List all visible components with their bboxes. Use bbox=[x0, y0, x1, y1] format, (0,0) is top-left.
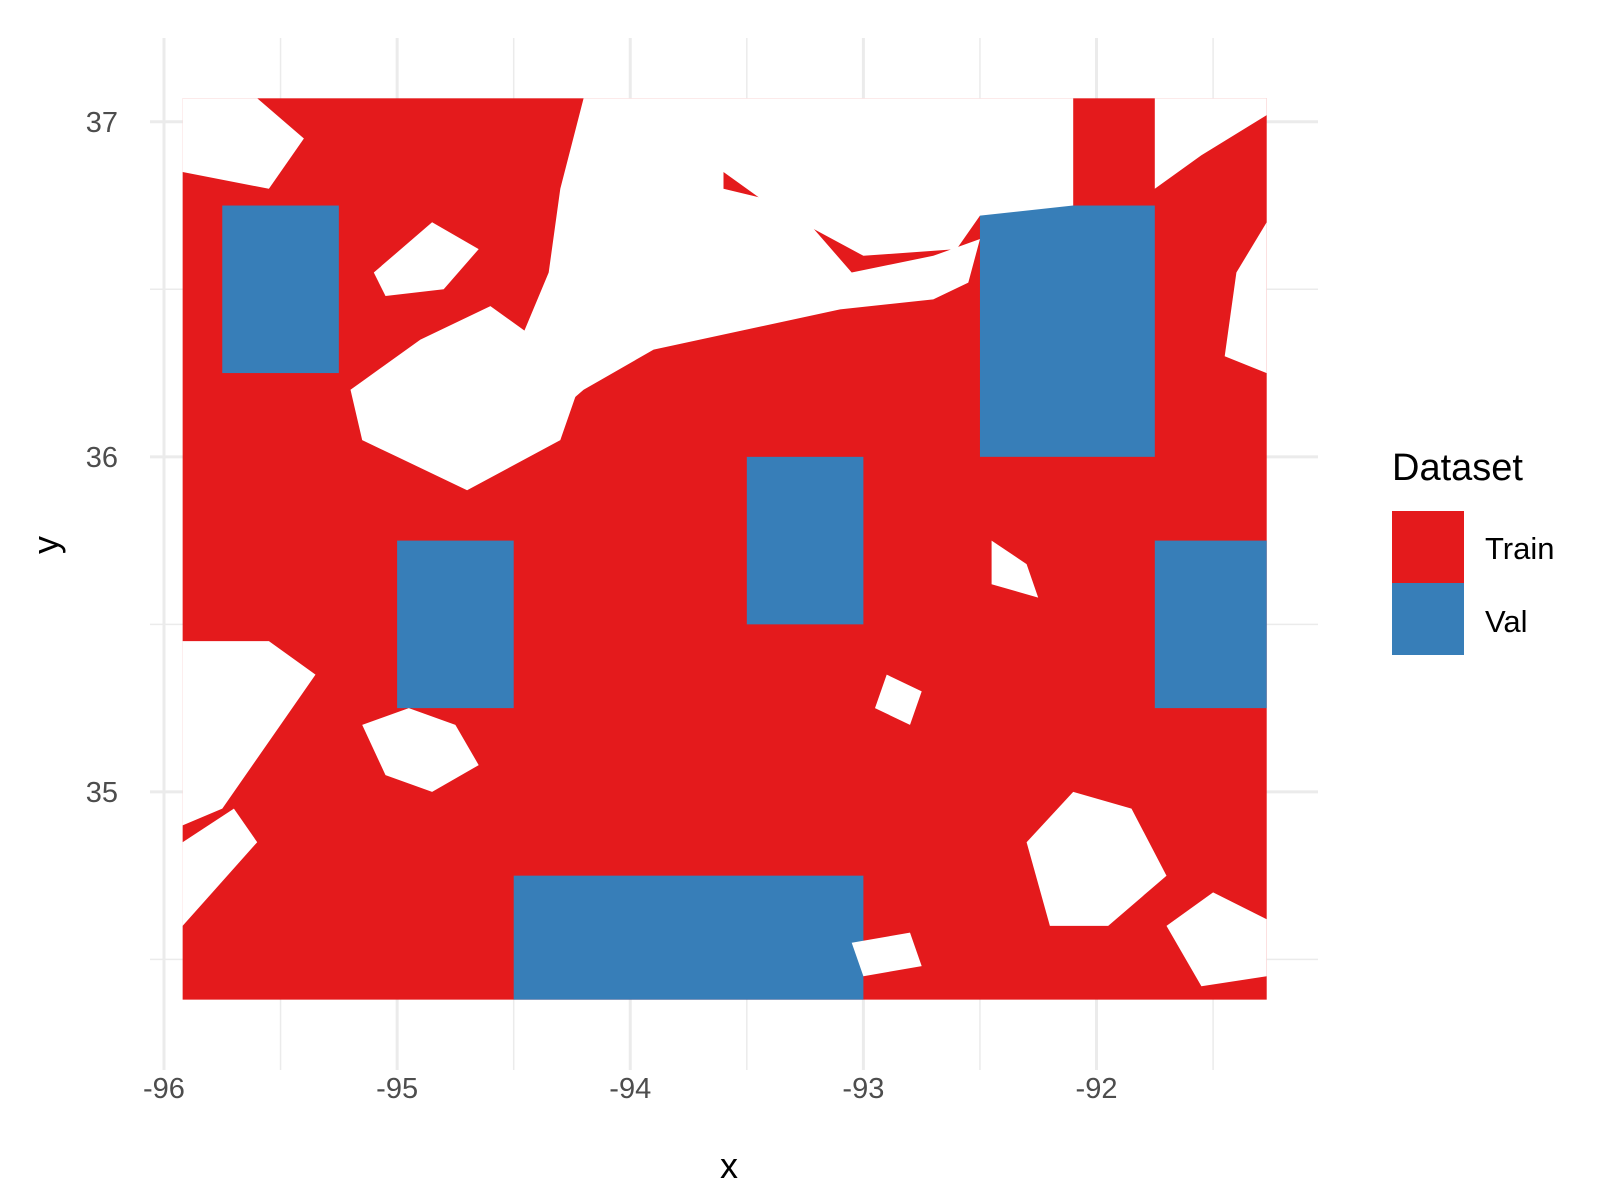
y-axis-title: y bbox=[25, 536, 66, 554]
legend-title: Dataset bbox=[1392, 447, 1523, 489]
no-data-region bbox=[1026, 791, 1167, 926]
x-tick-label: -92 bbox=[1076, 1073, 1118, 1105]
legend-key-train bbox=[1392, 511, 1464, 583]
x-tick-label: -94 bbox=[609, 1073, 651, 1105]
no-data-region bbox=[513, 98, 980, 441]
no-data-region bbox=[182, 641, 316, 826]
y-axis-ticks: 35 36 37 bbox=[86, 107, 118, 809]
x-tick-label: -93 bbox=[842, 1073, 884, 1105]
no-data-region bbox=[182, 98, 304, 189]
y-tick-label: 36 bbox=[86, 442, 118, 474]
no-data-region bbox=[991, 540, 1039, 598]
no-data-region bbox=[362, 708, 479, 792]
legend-label-val: Val bbox=[1485, 604, 1528, 639]
no-data-region bbox=[1224, 222, 1267, 374]
no-data-region bbox=[1166, 892, 1267, 987]
legend-label-train: Train bbox=[1485, 531, 1554, 566]
val-block bbox=[397, 540, 514, 709]
no-data-region bbox=[851, 932, 922, 977]
x-axis-ticks: -96 -95 -94 -93 -92 bbox=[143, 1073, 1117, 1105]
x-tick-label: -96 bbox=[143, 1073, 185, 1105]
no-data-region bbox=[723, 98, 1074, 256]
val-block bbox=[979, 205, 1155, 457]
val-block bbox=[746, 456, 864, 625]
y-tick-label: 35 bbox=[86, 777, 118, 809]
x-tick-label: -95 bbox=[376, 1073, 418, 1105]
legend: Dataset Train Val bbox=[1392, 447, 1554, 655]
val-block bbox=[1154, 540, 1267, 709]
val-block bbox=[222, 205, 339, 374]
val-block bbox=[513, 875, 864, 1000]
legend-key-val bbox=[1392, 583, 1464, 655]
no-data-region bbox=[182, 808, 258, 926]
x-axis-title: x bbox=[720, 1145, 738, 1186]
plot-area bbox=[182, 98, 1267, 1000]
no-data-region bbox=[373, 222, 479, 296]
no-data-region bbox=[875, 674, 922, 725]
no-data-region bbox=[1154, 98, 1267, 189]
y-tick-label: 37 bbox=[86, 107, 118, 139]
